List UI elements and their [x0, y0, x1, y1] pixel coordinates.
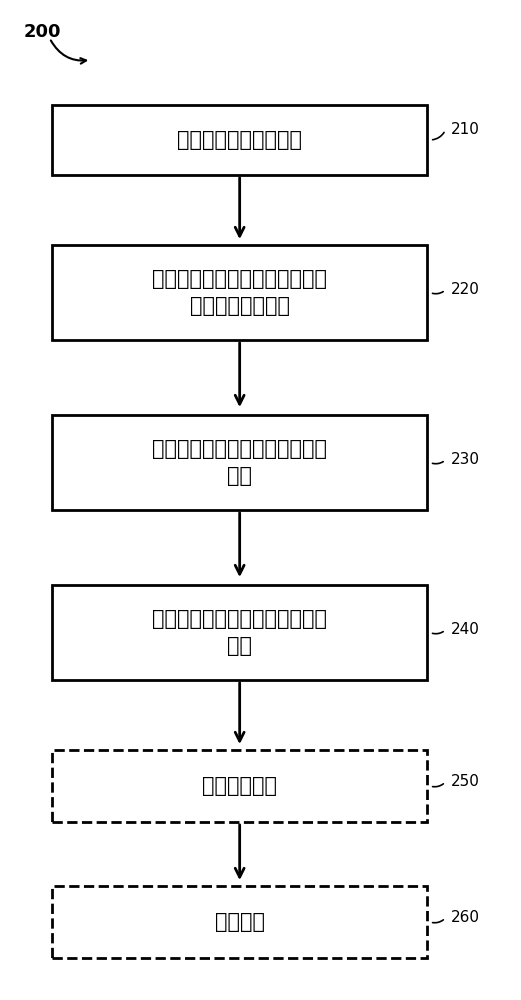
Text: 230: 230 [451, 452, 480, 468]
Bar [52, 105, 427, 175]
Text: 240: 240 [451, 622, 479, 638]
Bar [52, 415, 427, 510]
Text: 从主基站接收连接参数: 从主基站接收连接参数 [177, 130, 302, 150]
Bar [52, 886, 427, 958]
Text: 210: 210 [451, 122, 479, 137]
Bar [52, 245, 427, 340]
Bar [52, 750, 427, 822]
Text: 基于连接参数确定之前的多次通
信的多个通信频率: 基于连接参数确定之前的多次通 信的多个通信频率 [152, 269, 327, 316]
Text: 260: 260 [451, 910, 480, 926]
Bar [52, 585, 427, 680]
Text: 调整监听方式: 调整监听方式 [202, 776, 277, 796]
Text: 200: 200 [23, 23, 61, 41]
Text: 220: 220 [451, 282, 479, 298]
Text: 以唯一通信频率监听并确定同步
时刻: 以唯一通信频率监听并确定同步 时刻 [152, 609, 327, 656]
Text: 监听恢复: 监听恢复 [215, 912, 265, 932]
Text: 从多个通信频率中选择唯一通信
频率: 从多个通信频率中选择唯一通信 频率 [152, 439, 327, 486]
Text: 250: 250 [451, 774, 479, 790]
